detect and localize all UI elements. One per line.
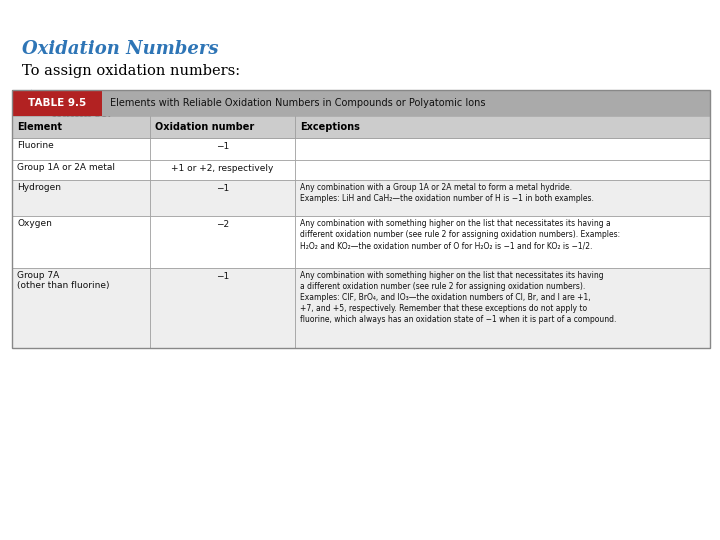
- Text: Element: Element: [17, 122, 62, 132]
- Text: To assign oxidation numbers:: To assign oxidation numbers:: [22, 64, 240, 78]
- Text: Oxygen: Oxygen: [17, 219, 52, 228]
- Text: +1 or +2, respectively: +1 or +2, respectively: [171, 164, 274, 173]
- Bar: [295, 160, 710, 180]
- Bar: [150, 268, 295, 348]
- Text: Group 1A or 2A metal: Group 1A or 2A metal: [17, 163, 115, 172]
- Text: Know the elements that nearly always have the same oxidation
number.: Know the elements that nearly always hav…: [52, 90, 521, 120]
- Text: Oxidation Numbers: Oxidation Numbers: [22, 40, 218, 58]
- Bar: [150, 180, 295, 216]
- Bar: [150, 116, 295, 138]
- Text: −1: −1: [216, 272, 229, 281]
- Bar: [12, 90, 102, 116]
- Text: −2: −2: [216, 220, 229, 229]
- Bar: [12, 268, 150, 348]
- Text: Fluorine: Fluorine: [17, 141, 54, 150]
- Text: Oxidation number: Oxidation number: [155, 122, 254, 132]
- Bar: [295, 268, 710, 348]
- Bar: [295, 180, 710, 216]
- Bar: [150, 138, 295, 160]
- Text: Any combination with a Group 1A or 2A metal to form a metal hydride.
Examples: L: Any combination with a Group 1A or 2A me…: [300, 183, 594, 203]
- Bar: [12, 160, 150, 180]
- Text: TABLE 9.5: TABLE 9.5: [28, 98, 86, 108]
- Text: −1: −1: [216, 184, 229, 193]
- Bar: [150, 160, 295, 180]
- Bar: [150, 216, 295, 268]
- Bar: [102, 90, 710, 116]
- Text: Any combination with something higher on the list that necessitates its having a: Any combination with something higher on…: [300, 219, 620, 250]
- Bar: [295, 116, 710, 138]
- Bar: [12, 138, 150, 160]
- Text: Elements with Reliable Oxidation Numbers in Compounds or Polyatomic Ions: Elements with Reliable Oxidation Numbers…: [110, 98, 485, 108]
- Bar: [295, 138, 710, 160]
- Text: Group 7A
(other than fluorine): Group 7A (other than fluorine): [17, 271, 109, 291]
- Bar: [12, 180, 150, 216]
- Bar: [12, 216, 150, 268]
- Bar: [295, 216, 710, 268]
- Text: Any combination with something higher on the list that necessitates its having
a: Any combination with something higher on…: [300, 271, 616, 325]
- Bar: [12, 90, 710, 348]
- Text: −1: −1: [216, 142, 229, 151]
- Text: 3): 3): [22, 90, 37, 104]
- Text: Exceptions: Exceptions: [300, 122, 360, 132]
- Bar: [12, 116, 150, 138]
- Text: Hydrogen: Hydrogen: [17, 183, 61, 192]
